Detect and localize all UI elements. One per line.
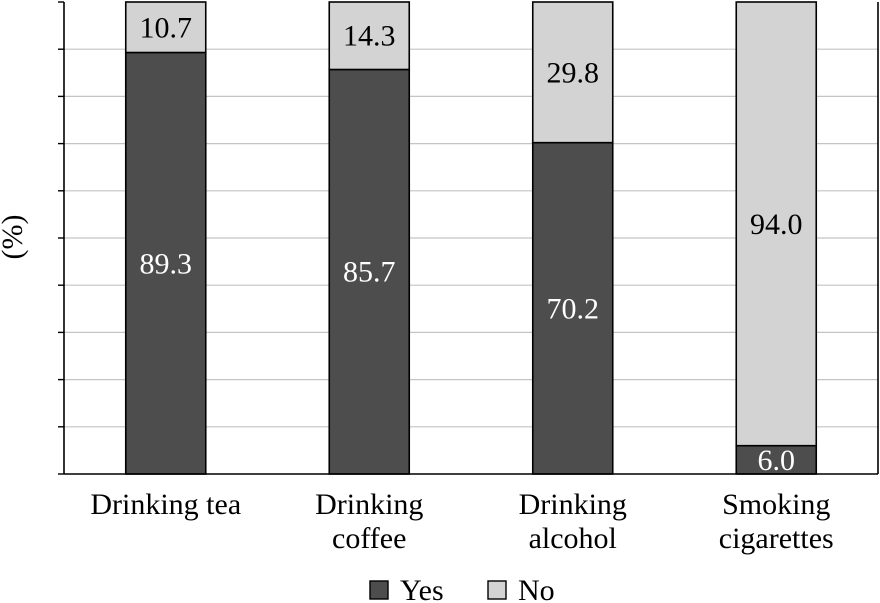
axes <box>63 2 879 475</box>
legend: Yes No <box>369 574 555 603</box>
x-tick-label: Smoking cigarettes <box>719 488 834 555</box>
bar-no-2 <box>531 1 614 144</box>
bars <box>124 1 818 475</box>
data-label-yes-0: 89.3 <box>140 247 193 280</box>
bar-no-3 <box>735 1 818 447</box>
bar-yes-2 <box>531 141 614 475</box>
data-label-yes-1: 85.7 <box>343 256 396 289</box>
data-label-no-1: 14.3 <box>343 20 396 53</box>
x-axis-category-labels: Drinking tea Drinking coffee Drinking alcoho… <box>90 488 833 555</box>
data-label-yes-2: 70.2 <box>547 292 600 325</box>
bar-yes-1 <box>328 68 411 475</box>
value-labels: 89.3 10.7 85.7 14.3 70.2 29.8 6.0 94.0 <box>140 11 803 477</box>
bar-yes-3 <box>735 444 818 475</box>
data-label-no-0: 10.7 <box>140 11 193 44</box>
legend-label-no: No <box>518 574 555 603</box>
x-tick-label: Drinking tea <box>90 488 241 521</box>
bar-no-1 <box>328 1 411 71</box>
legend-swatch-no <box>487 580 507 600</box>
y-axis-ticks <box>58 1 64 475</box>
data-label-no-3: 94.0 <box>750 208 803 241</box>
data-label-no-2: 29.8 <box>547 56 600 89</box>
x-tick-label: Drinking alcohol <box>519 488 627 555</box>
x-tick-label: Drinking coffee <box>315 488 423 555</box>
y-axis-label: (%) <box>0 215 29 260</box>
bar-yes-0 <box>124 51 207 475</box>
bar-no-0 <box>124 1 207 54</box>
legend-swatch-yes <box>369 580 389 600</box>
legend-label-yes: Yes <box>400 574 444 603</box>
data-label-yes-3: 6.0 <box>758 444 796 477</box>
